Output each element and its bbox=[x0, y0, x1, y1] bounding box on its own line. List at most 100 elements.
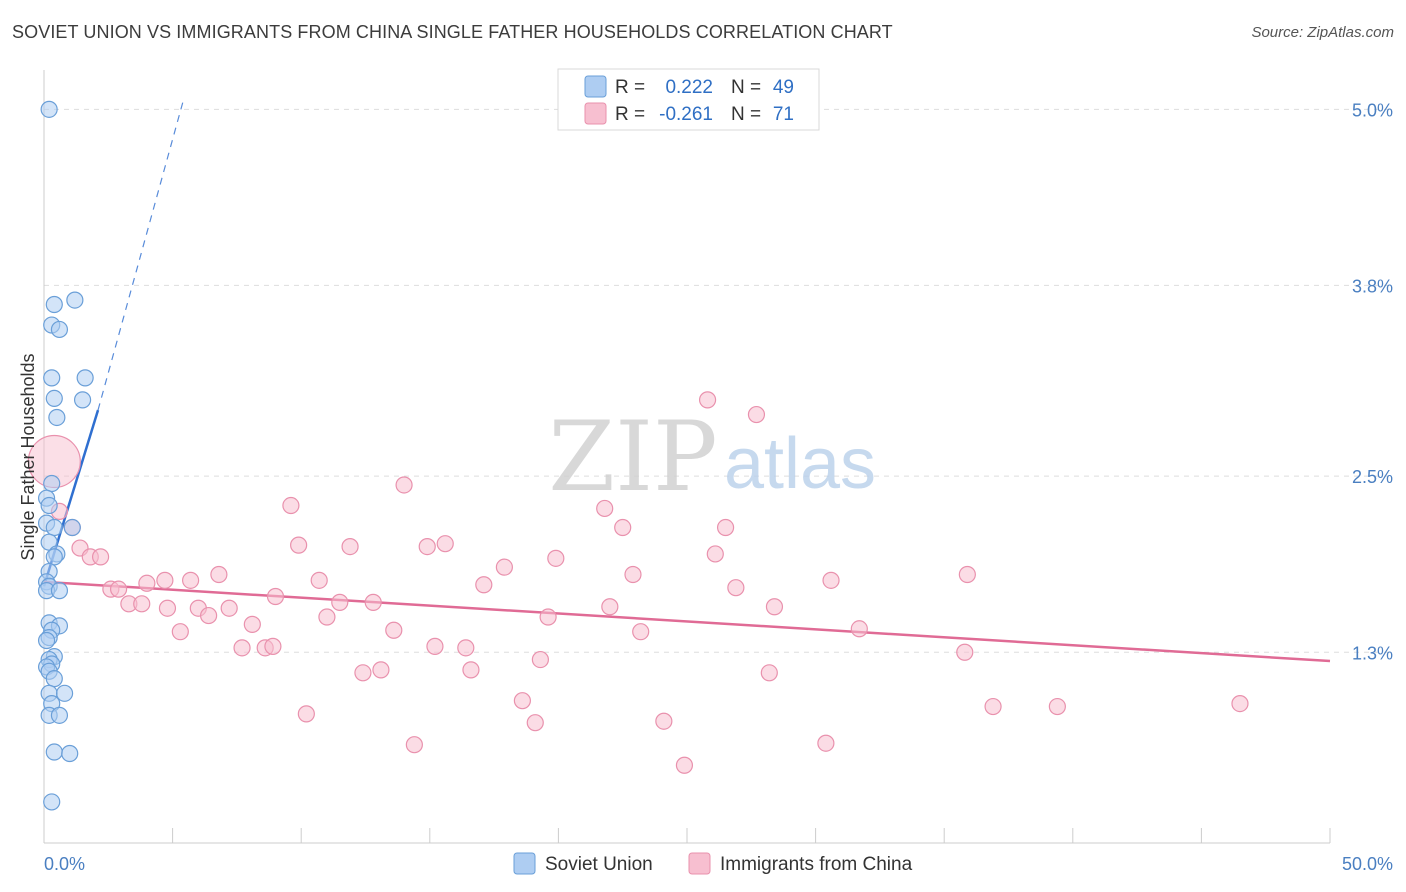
point-soviet-union bbox=[61, 744, 79, 763]
point-immigrants-from-china bbox=[596, 499, 614, 518]
watermark-zip: ZIP bbox=[548, 401, 717, 513]
legend-n-value-2: 71 bbox=[773, 104, 794, 125]
point-immigrants-from-china bbox=[601, 598, 619, 616]
point-immigrants-from-china bbox=[233, 639, 251, 657]
point-immigrants-from-china bbox=[475, 576, 493, 594]
point-immigrants-from-china bbox=[675, 756, 694, 774]
point-immigrants-from-china bbox=[290, 536, 308, 554]
point-immigrants-from-china bbox=[282, 496, 300, 515]
point-immigrants-from-china bbox=[624, 565, 642, 584]
point-soviet-union bbox=[50, 706, 69, 724]
series-legend: Soviet Union Immigrants from China bbox=[513, 852, 913, 875]
point-immigrants-from-china bbox=[495, 558, 513, 576]
point-soviet-union bbox=[45, 548, 63, 566]
point-immigrants-from-china bbox=[765, 598, 784, 616]
point-immigrants-from-china bbox=[822, 571, 840, 589]
point-immigrants-from-china bbox=[156, 571, 174, 589]
trend-lines bbox=[42, 101, 1331, 663]
point-soviet-union bbox=[45, 518, 63, 537]
point-immigrants-from-china bbox=[539, 608, 557, 626]
y-axis-label: Single Father Households bbox=[18, 353, 38, 560]
point-immigrants-from-china bbox=[513, 692, 531, 710]
y-tick-label: 3.8% bbox=[1352, 276, 1393, 296]
point-immigrants-from-china bbox=[426, 637, 444, 655]
point-immigrants-from-china bbox=[956, 643, 974, 661]
legend-r-value-2: -0.261 bbox=[659, 104, 713, 125]
point-immigrants-from-china bbox=[331, 593, 349, 611]
point-immigrants-from-china bbox=[614, 518, 632, 537]
point-soviet-union bbox=[73, 391, 92, 409]
point-soviet-union bbox=[50, 320, 69, 339]
source-credit: Source: ZipAtlas.com bbox=[1251, 24, 1394, 41]
point-soviet-union bbox=[76, 369, 94, 387]
y-tick-label: 2.5% bbox=[1352, 467, 1393, 487]
point-immigrants-from-china bbox=[158, 599, 177, 617]
point-immigrants-from-china bbox=[1048, 697, 1066, 716]
point-soviet-union bbox=[40, 100, 58, 118]
point-immigrants-from-china bbox=[850, 620, 868, 638]
gridlines bbox=[44, 108, 1393, 653]
chart-title: SOVIET UNION VS IMMIGRANTS FROM CHINA SI… bbox=[12, 22, 893, 42]
point-immigrants-from-china bbox=[457, 639, 475, 657]
point-immigrants-from-china bbox=[220, 599, 238, 617]
point-immigrants-from-china bbox=[462, 661, 480, 679]
legend-n-value-1: 49 bbox=[773, 77, 794, 98]
point-soviet-union bbox=[63, 518, 81, 537]
point-immigrants-from-china bbox=[655, 712, 673, 730]
point-immigrants-from-china bbox=[817, 734, 835, 752]
point-immigrants-from-china bbox=[109, 580, 128, 598]
point-immigrants-from-china bbox=[984, 697, 1002, 716]
series-soviet-union bbox=[37, 100, 94, 811]
point-soviet-union bbox=[48, 408, 66, 427]
point-immigrants-from-china bbox=[372, 661, 390, 679]
point-immigrants-from-china bbox=[182, 571, 200, 589]
trend-line-immigrants-from-china bbox=[43, 580, 1331, 663]
point-immigrants-from-china bbox=[200, 606, 218, 625]
legend-r-label-2: R = bbox=[615, 104, 645, 125]
point-immigrants-from-china bbox=[418, 538, 436, 556]
point-immigrants-from-china bbox=[297, 705, 315, 723]
point-immigrants-from-china bbox=[318, 608, 336, 626]
point-immigrants-from-china bbox=[531, 650, 549, 669]
point-soviet-union bbox=[45, 670, 63, 688]
x-tick-label-max: 50.0% bbox=[1342, 854, 1393, 874]
point-soviet-union bbox=[50, 582, 69, 600]
series-immigrants-from-china bbox=[27, 391, 1249, 774]
axes: 1.3% 2.5% 3.8% 5.0% 0.0% 50.0% bbox=[43, 70, 1393, 874]
point-immigrants-from-china bbox=[210, 565, 228, 584]
point-soviet-union bbox=[43, 793, 61, 811]
y-tick-label: 1.3% bbox=[1352, 643, 1393, 663]
point-soviet-union bbox=[37, 631, 56, 650]
watermark-atlas: atlas bbox=[724, 424, 876, 504]
point-immigrants-from-china bbox=[727, 579, 745, 597]
point-immigrants-from-china bbox=[133, 595, 151, 613]
point-soviet-union bbox=[43, 474, 61, 493]
point-soviet-union bbox=[45, 389, 63, 408]
point-immigrants-from-china bbox=[405, 736, 423, 754]
legend-r-label-1: R = bbox=[615, 77, 645, 98]
point-immigrants-from-china bbox=[716, 518, 735, 537]
point-immigrants-from-china bbox=[171, 623, 189, 641]
point-immigrants-from-china bbox=[632, 623, 650, 641]
legend-n-label-1: N = bbox=[731, 77, 761, 98]
trend-line-soviet-union-extrapolated bbox=[97, 101, 184, 411]
point-immigrants-from-china bbox=[1231, 695, 1249, 713]
bottom-legend-label-soviet-union: Soviet Union bbox=[545, 854, 653, 875]
legend-swatch-blue bbox=[584, 75, 607, 98]
point-soviet-union bbox=[45, 295, 63, 314]
point-immigrants-from-china bbox=[958, 565, 976, 584]
point-soviet-union bbox=[40, 496, 58, 515]
legend-swatch-pink bbox=[584, 102, 607, 125]
x-tick-label-min: 0.0% bbox=[44, 854, 85, 874]
point-immigrants-from-china bbox=[266, 587, 285, 606]
point-immigrants-from-china bbox=[364, 593, 382, 611]
point-immigrants-from-china bbox=[385, 621, 403, 639]
point-immigrants-from-china bbox=[138, 574, 156, 592]
point-immigrants-from-china bbox=[243, 615, 261, 633]
bottom-legend-swatch-blue bbox=[513, 852, 536, 875]
point-immigrants-from-china bbox=[395, 476, 413, 494]
legend-n-label-2: N = bbox=[731, 104, 761, 125]
point-soviet-union bbox=[66, 291, 84, 309]
point-soviet-union bbox=[45, 743, 63, 761]
